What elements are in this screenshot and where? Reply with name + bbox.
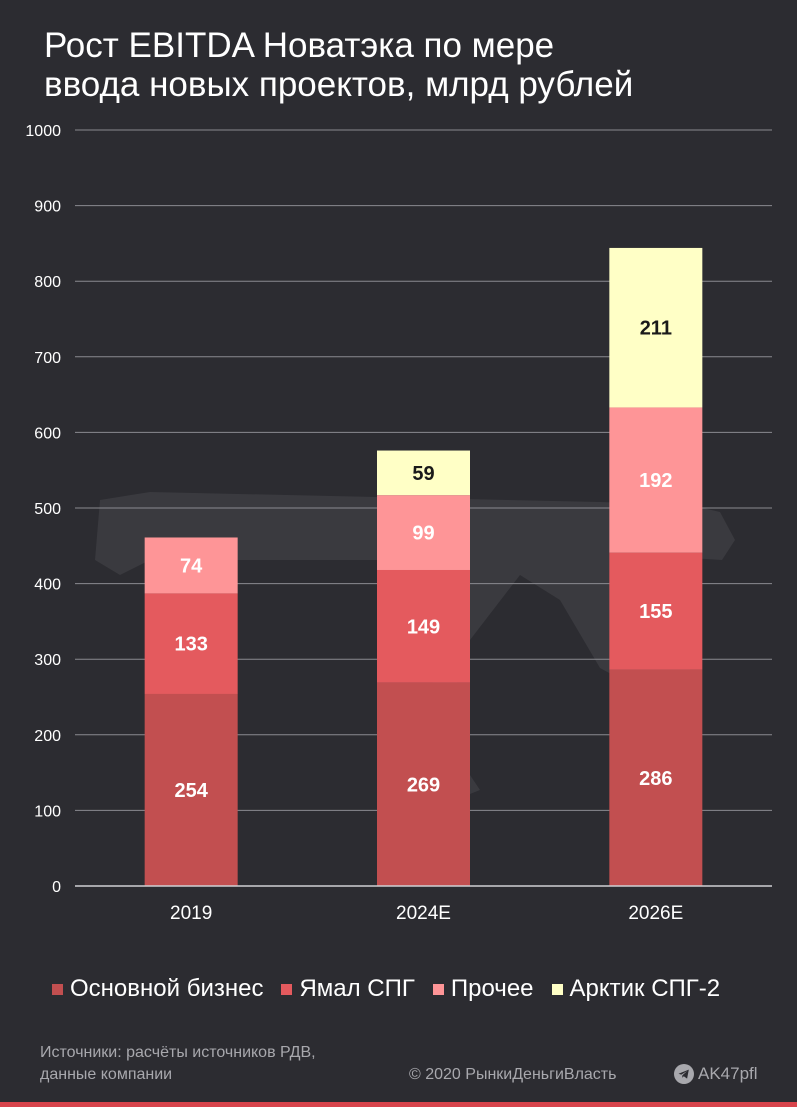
- y-tick-label: 700: [34, 350, 61, 367]
- copyright: © 2020 РынкиДеньгиВласть: [409, 1066, 617, 1083]
- legend-item-arctic-lng-2: Арктик СПГ-2: [551, 975, 721, 1003]
- legend-label-yamal-lng: Ямал СПГ: [299, 975, 415, 1002]
- x-tick-label: 2019: [170, 903, 212, 924]
- legend-item-yamal-lng: Ямал СПГ: [281, 975, 415, 1003]
- bar-segment: [377, 450, 470, 496]
- telegram-channel-name: AK47pfl: [698, 1064, 758, 1083]
- bar-segment: [609, 247, 703, 408]
- chart-title: Рост EBITDA Новатэка по мере ввода новых…: [44, 26, 764, 104]
- bars: 254 133 74 269 149 99 59 286 155 192 211: [144, 247, 703, 886]
- data-label: 155: [639, 601, 672, 623]
- data-label: 211: [640, 318, 672, 340]
- source-line-2: данные компании: [40, 1066, 173, 1083]
- data-label: 99: [412, 523, 434, 545]
- bar-segment: [377, 569, 470, 683]
- y-tick-label: 500: [34, 501, 61, 518]
- bar-segment: [144, 537, 238, 594]
- y-axis: 0 100 200 300 400 500 600 700 800 900 1000: [25, 123, 61, 896]
- bar-segment: [144, 593, 238, 694]
- legend-item-other: Прочее: [432, 975, 534, 1003]
- y-tick-label: 800: [34, 274, 61, 291]
- data-label: 269: [407, 774, 440, 796]
- y-tick-label: 100: [34, 803, 61, 820]
- legend-swatch-yamal-lng: [281, 983, 293, 995]
- bar-segment: [377, 495, 470, 570]
- y-tick-label: 0: [52, 879, 61, 896]
- bar-segment: [377, 682, 470, 886]
- legend-swatch-other: [432, 983, 444, 995]
- data-label: 192: [639, 470, 672, 492]
- y-tick-label: 400: [34, 577, 61, 594]
- rifle-watermark: [95, 492, 735, 800]
- stacked-bar-chart: 0 100 200 300 400 500 600 700 800 900 1000 254 133 7…: [25, 123, 772, 924]
- bar-segment: [144, 693, 238, 886]
- bar-segment: [609, 669, 703, 886]
- legend-label-core-business: Основной бизнес: [70, 975, 264, 1002]
- y-tick-label: 200: [34, 728, 61, 745]
- y-tick-label: 600: [34, 425, 61, 442]
- source-note: Источники: расчёты источников РДВ, данны…: [40, 1042, 400, 1086]
- y-tick-label: 1000: [25, 123, 61, 140]
- legend-swatch-core-business: [52, 983, 63, 995]
- data-label: 149: [407, 616, 440, 638]
- data-label: 254: [174, 780, 208, 802]
- x-tick-label: 2026E: [628, 903, 683, 924]
- source-line-1: Источники: расчёты источников РДВ,: [40, 1044, 316, 1061]
- x-axis: 2019 2024E 2026E: [75, 885, 772, 924]
- bottom-accent-bar: [0, 1102, 797, 1107]
- telegram-channel-link[interactable]: AK47pfl: [674, 1064, 758, 1084]
- legend-swatch-arctic-lng-2: [551, 983, 563, 995]
- legend-item-core-business: Основной бизнес: [52, 975, 263, 1003]
- data-label: 133: [174, 634, 207, 656]
- legend: Основной бизнес Ямал СПГ Прочее Арктик С…: [52, 975, 782, 1003]
- data-label: 286: [639, 768, 672, 790]
- telegram-icon: [674, 1064, 694, 1084]
- x-tick-label: 2024E: [396, 903, 451, 924]
- y-tick-label: 300: [34, 652, 61, 669]
- chart-title-line-1: Рост EBITDA Новатэка по мере: [44, 26, 555, 65]
- data-label: 59: [412, 463, 434, 485]
- y-tick-label: 900: [34, 199, 61, 216]
- bar-segment: [609, 407, 703, 553]
- legend-label-arctic-lng-2: Арктик СПГ-2: [569, 975, 721, 1002]
- data-label: 74: [180, 555, 203, 577]
- legend-label-other: Прочее: [450, 975, 534, 1002]
- chart-title-line-2: ввода новых проектов, млрд рублей: [44, 65, 634, 104]
- bar-segment: [609, 552, 703, 670]
